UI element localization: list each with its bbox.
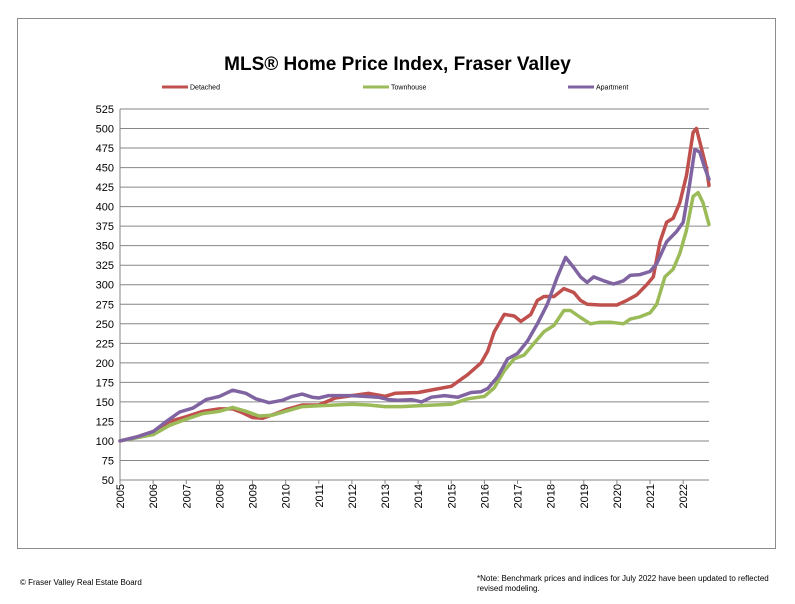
y-tick-label: 125 [96, 416, 114, 428]
y-tick-label: 350 [96, 241, 114, 253]
x-tick-label: 2005 [115, 484, 127, 508]
x-tick-label: 2011 [314, 484, 326, 508]
footnote-line-2: revised modeling. [477, 584, 540, 593]
y-tick-label: 375 [96, 221, 114, 233]
y-tick-label: 75 [102, 455, 114, 467]
series-line-apartment [118, 147, 711, 443]
y-tick-label: 100 [96, 436, 114, 448]
x-tick-label: 2007 [181, 484, 193, 508]
y-tick-label: 50 [102, 475, 114, 487]
x-tick-label: 2006 [148, 484, 160, 508]
y-tick-label: 525 [96, 104, 114, 116]
y-tick-label: 275 [96, 299, 114, 311]
footnote: *Note: Benchmark prices and indices for … [477, 574, 777, 594]
series-line-townhouse [118, 190, 711, 443]
x-tick-label: 2022 [678, 484, 690, 508]
x-tick-label: 2018 [546, 484, 558, 508]
y-tick-label: 175 [96, 377, 114, 389]
x-tick-label: 2015 [446, 484, 458, 508]
x-tick-label: 2008 [214, 484, 226, 508]
y-tick-label: 425 [96, 182, 114, 194]
copyright-text: © Fraser Valley Real Estate Board [20, 578, 142, 587]
x-tick-label: 2012 [347, 484, 359, 508]
y-tick-label: 450 [96, 163, 114, 175]
x-tick-label: 2017 [513, 484, 525, 508]
y-tick-label: 250 [96, 319, 114, 331]
y-tick-label: 225 [96, 338, 114, 350]
x-tick-label: 2021 [645, 484, 657, 508]
x-tick-label: 2019 [579, 484, 591, 508]
y-tick-label: 500 [96, 124, 114, 136]
y-tick-label: 325 [96, 260, 114, 272]
y-tick-label: 475 [96, 143, 114, 155]
y-tick-label: 150 [96, 397, 114, 409]
x-tick-label: 2020 [612, 484, 624, 508]
chart-title: MLS® Home Price Index, Fraser Valley [224, 54, 571, 75]
series-line-detached [118, 126, 711, 443]
legend-label-detached: Detached [190, 85, 220, 92]
y-tick-label: 200 [96, 358, 114, 370]
x-tick-label: 2016 [479, 484, 491, 508]
legend-label-apartment: Apartment [596, 85, 628, 92]
x-tick-label: 2013 [380, 484, 392, 508]
x-tick-label: 2014 [413, 484, 425, 508]
y-tick-label: 300 [96, 280, 114, 292]
x-tick-label: 2010 [281, 484, 293, 508]
y-tick-label: 400 [96, 202, 114, 214]
footnote-line-1: *Note: Benchmark prices and indices for … [477, 574, 769, 583]
x-tick-label: 2009 [248, 484, 260, 508]
legend-label-townhouse: Townhouse [391, 85, 427, 92]
